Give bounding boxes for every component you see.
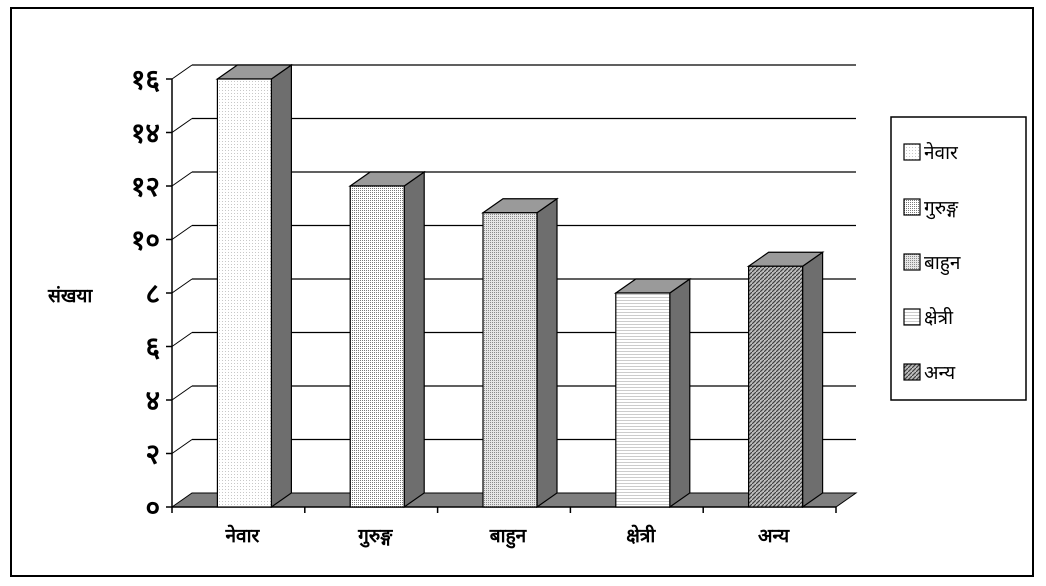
bar-side <box>403 170 425 509</box>
bar-side <box>801 251 824 509</box>
gridline-depth <box>171 278 193 294</box>
legend-swatch <box>903 253 921 271</box>
bar-1 <box>215 63 294 509</box>
legend-swatch <box>903 308 921 326</box>
x-category-label: क्षेत्री <box>626 524 656 547</box>
x-category-label: बाहुन <box>489 525 528 549</box>
bar-front <box>747 265 804 508</box>
y-tick-label: ० <box>145 491 160 524</box>
legend-entry-label: गुरुङ्ग <box>924 197 959 220</box>
legend-entry-label: बाहुन <box>924 252 961 276</box>
gridline-depth <box>171 385 193 401</box>
legend-swatch <box>903 198 921 216</box>
gridline-depth <box>171 118 193 133</box>
legend-swatch <box>903 363 921 381</box>
bar-front <box>216 78 272 508</box>
y-tick-label: ४ <box>145 384 160 417</box>
gridline-depth <box>171 332 193 347</box>
y-tick-label: १० <box>131 224 160 257</box>
y-tick-label: १२ <box>131 170 160 203</box>
y-tick-label: ६ <box>145 331 160 364</box>
gridline-depth <box>171 225 193 240</box>
bar-side <box>270 63 292 509</box>
legend: नेवार गुरुङ्ग बाहुन क्षेत्री अन्य <box>890 116 1027 401</box>
y-axis-label: संखया <box>47 285 93 307</box>
gridline-depth <box>171 171 193 187</box>
legend-swatch <box>903 143 921 161</box>
legend-entry-label: क्षेत्री <box>924 306 954 329</box>
bar-side <box>536 197 558 509</box>
bar-3 <box>481 197 559 509</box>
x-category-label: नेवार <box>224 524 260 547</box>
legend-entry-label: नेवार <box>924 141 959 164</box>
bar-front <box>615 292 671 508</box>
bar-front <box>482 212 538 508</box>
y-tick-label: १६ <box>131 63 160 96</box>
bar-front <box>349 185 405 508</box>
y-tick-label: १४ <box>131 117 160 150</box>
gridline-depth <box>171 439 193 454</box>
x-category-label: अन्य <box>758 525 790 547</box>
bar-5 <box>746 251 825 509</box>
gridline-depth <box>171 64 193 80</box>
bar-side <box>669 277 691 509</box>
x-category-label: गुरुङ्ग <box>357 525 393 548</box>
bar-4 <box>613 277 692 509</box>
bar-2 <box>348 170 427 509</box>
y-tick-label: ८ <box>145 277 160 310</box>
y-tick-label: २ <box>145 438 160 471</box>
legend-entry-label: अन्य <box>924 362 956 384</box>
